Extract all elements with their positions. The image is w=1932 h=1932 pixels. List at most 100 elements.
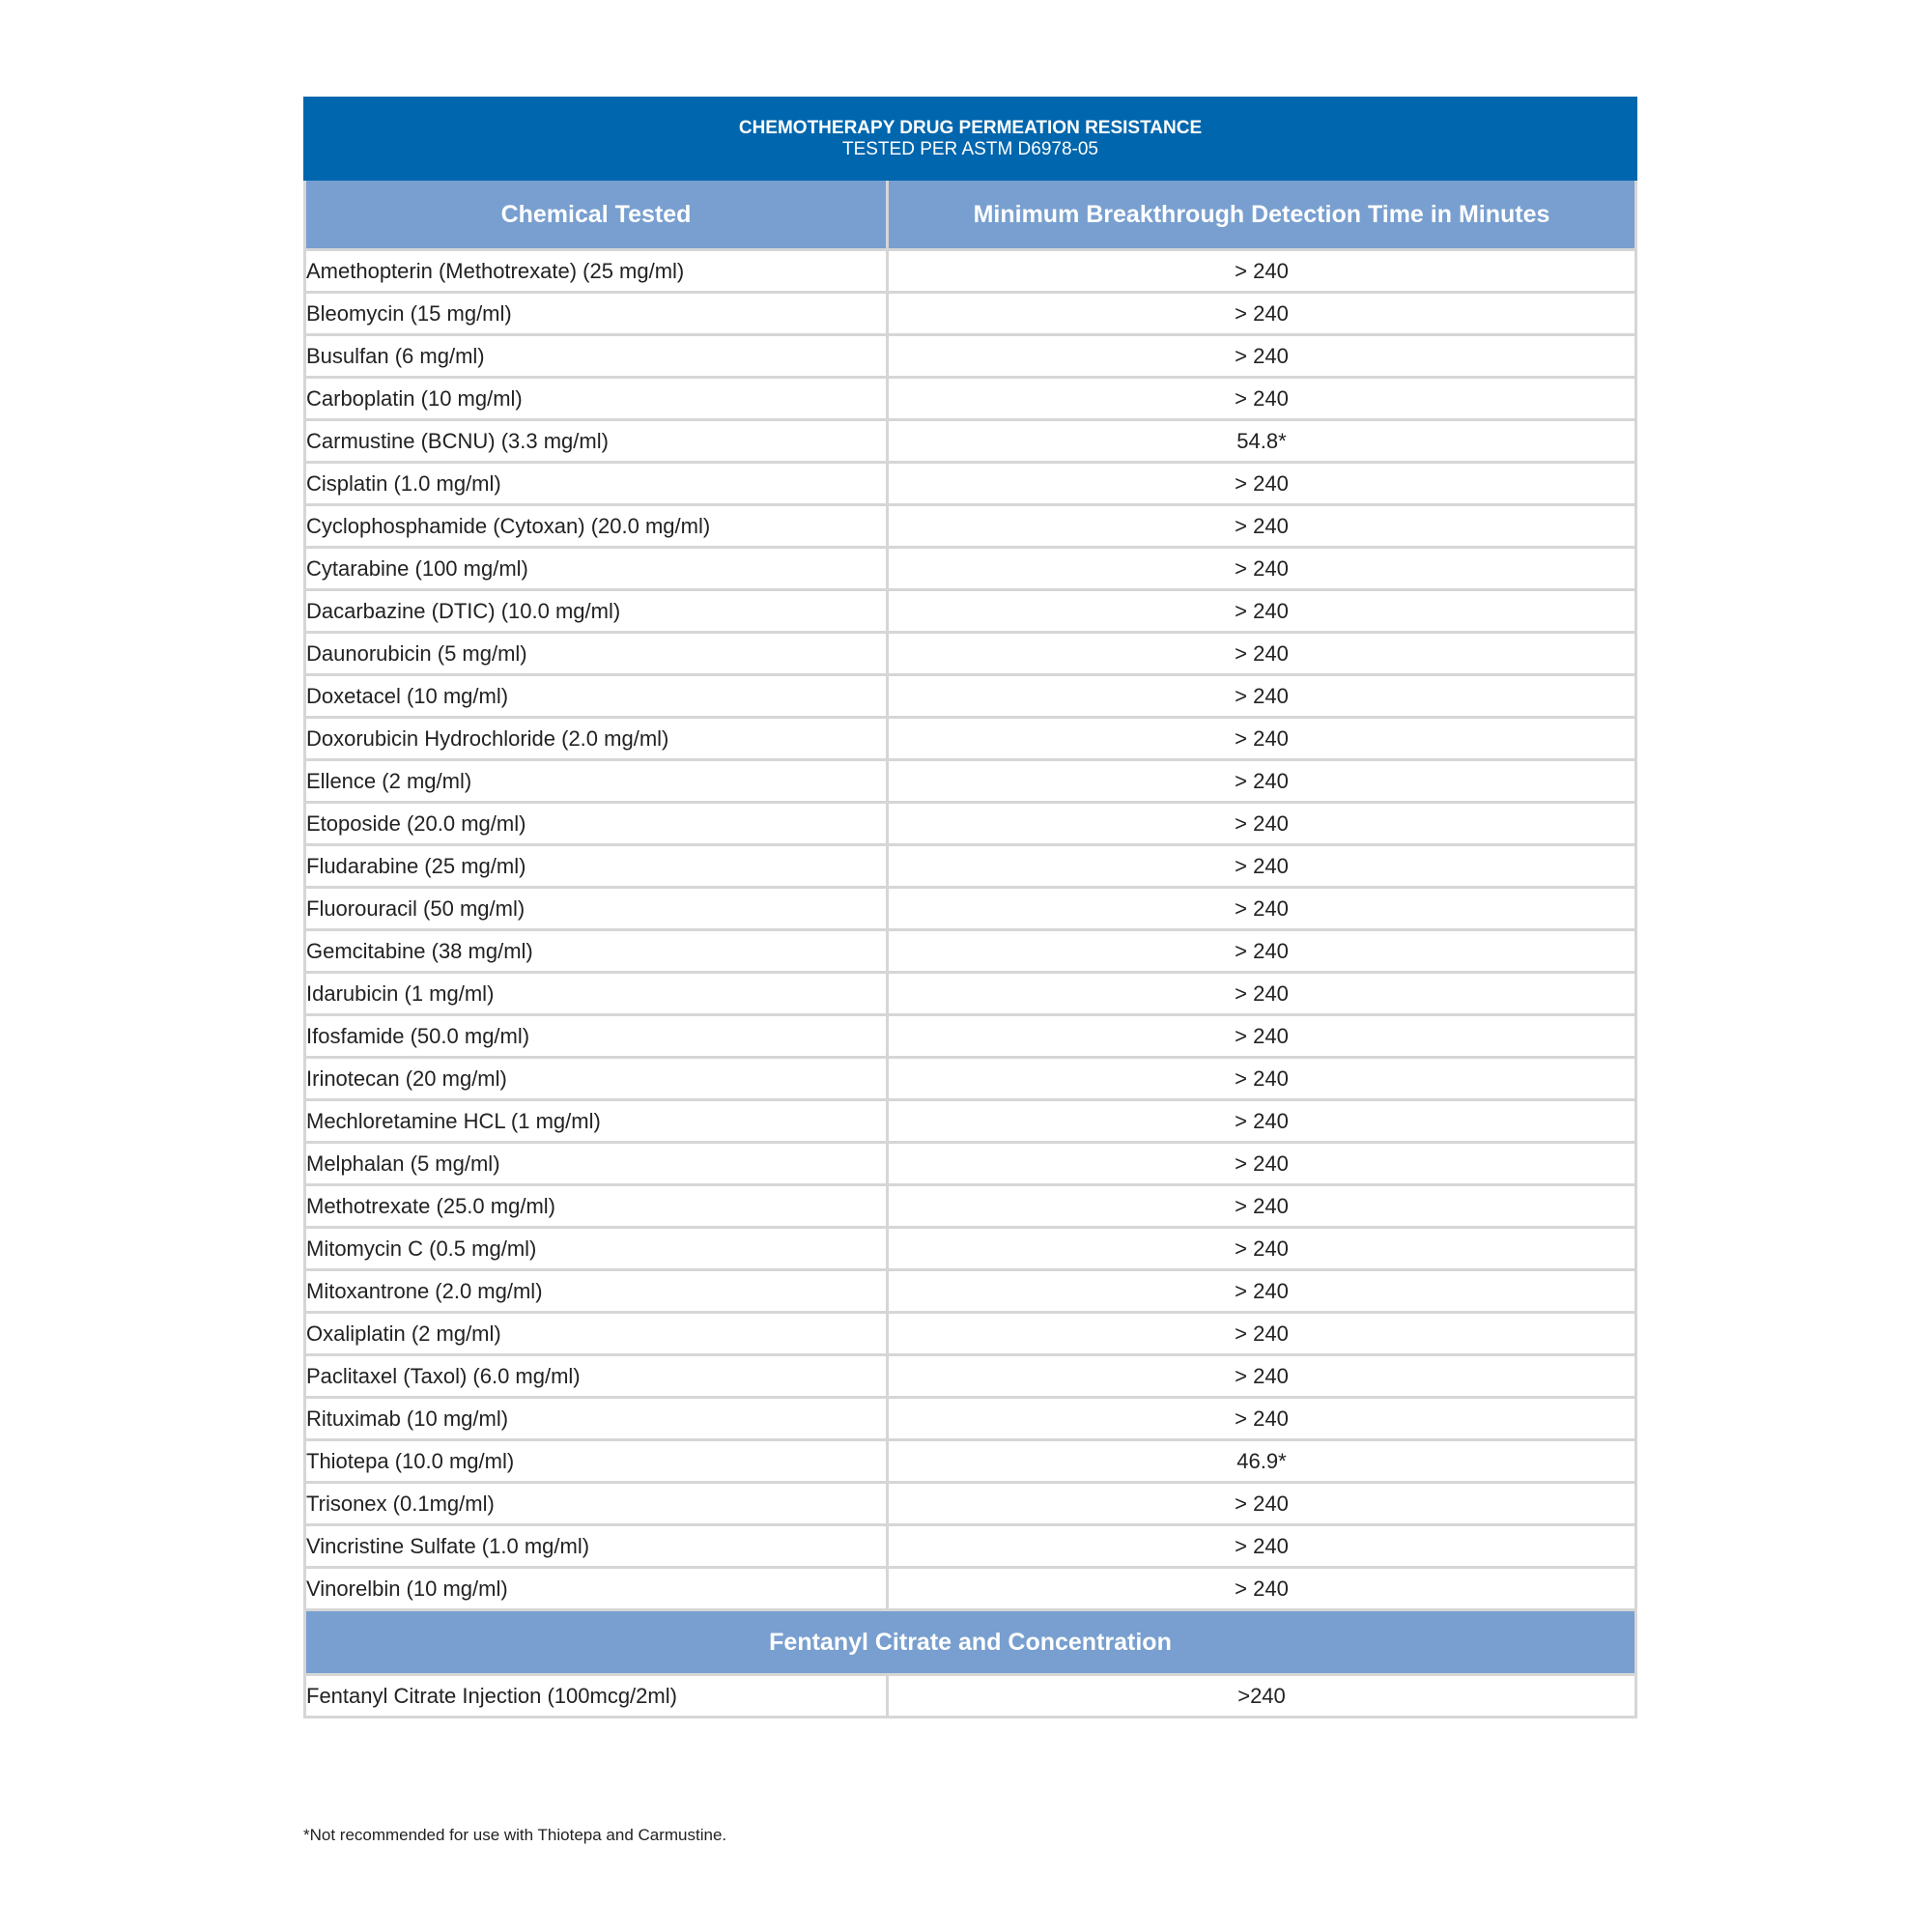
chemical-cell: Trisonex (0.1mg/ml) xyxy=(303,1481,889,1526)
chemical-cell: Methotrexate (25.0 mg/ml) xyxy=(303,1183,889,1229)
table-row: Amethopterin (Methotrexate) (25 mg/ml) > … xyxy=(303,248,1637,294)
chemical-cell: Oxaliplatin (2 mg/ml) xyxy=(303,1311,889,1356)
breakthrough-time-cell: > 240 xyxy=(886,1396,1637,1441)
chemical-cell: Thiotepa (10.0 mg/ml) xyxy=(303,1438,889,1484)
breakthrough-time-cell: > 240 xyxy=(886,333,1637,379)
table-row: Fluorouracil (50 mg/ml) > 240 xyxy=(303,886,1637,931)
breakthrough-time-cell: > 240 xyxy=(886,461,1637,506)
table-row: Gemcitabine (38 mg/ml) > 240 xyxy=(303,928,1637,974)
breakthrough-time-cell: > 240 xyxy=(886,801,1637,846)
breakthrough-time-cell: 46.9* xyxy=(886,1438,1637,1484)
chemical-cell: Carmustine (BCNU) (3.3 mg/ml) xyxy=(303,418,889,464)
chemical-cell: Bleomycin (15 mg/ml) xyxy=(303,291,889,336)
section-header-fentanyl: Fentanyl Citrate and Concentration xyxy=(303,1608,1637,1676)
table-row: Idarubicin (1 mg/ml) > 240 xyxy=(303,971,1637,1016)
table-row: Oxaliplatin (2 mg/ml) > 240 xyxy=(303,1311,1637,1356)
chemical-cell: Doxetacel (10 mg/ml) xyxy=(303,673,889,719)
table-row: Paclitaxel (Taxol) (6.0 mg/ml) > 240 xyxy=(303,1353,1637,1399)
table-row: Vinorelbin (10 mg/ml) > 240 xyxy=(303,1566,1637,1611)
breakthrough-time-cell: > 240 xyxy=(886,1566,1637,1611)
table-row: Doxetacel (10 mg/ml) > 240 xyxy=(303,673,1637,719)
chemical-cell: Ifosfamide (50.0 mg/ml) xyxy=(303,1013,889,1059)
breakthrough-time-cell: > 240 xyxy=(886,886,1637,931)
table-row: Daunorubicin (5 mg/ml) > 240 xyxy=(303,631,1637,676)
breakthrough-time-cell: > 240 xyxy=(886,588,1637,634)
breakthrough-time-cell: > 240 xyxy=(886,971,1637,1016)
breakthrough-time-cell: > 240 xyxy=(886,1056,1637,1101)
chemical-cell: Carboplatin (10 mg/ml) xyxy=(303,376,889,421)
breakthrough-time-cell: > 240 xyxy=(886,1183,1637,1229)
chemical-cell: Idarubicin (1 mg/ml) xyxy=(303,971,889,1016)
breakthrough-time-cell: > 240 xyxy=(886,1311,1637,1356)
chemical-cell: Doxorubicin Hydrochloride (2.0 mg/ml) xyxy=(303,716,889,761)
breakthrough-time-cell: > 240 xyxy=(886,376,1637,421)
table-row: Carboplatin (10 mg/ml) > 240 xyxy=(303,376,1637,421)
table-row: Melphalan (5 mg/ml) > 240 xyxy=(303,1141,1637,1186)
table-row: Trisonex (0.1mg/ml) > 240 xyxy=(303,1481,1637,1526)
breakthrough-time-cell: > 240 xyxy=(886,1268,1637,1314)
breakthrough-time-cell: > 240 xyxy=(886,716,1637,761)
breakthrough-time-cell: > 240 xyxy=(886,291,1637,336)
table-title: CHEMOTHERAPY DRUG PERMEATION RESISTANCE … xyxy=(303,97,1637,181)
table-row: Doxorubicin Hydrochloride (2.0 mg/ml) > 2… xyxy=(303,716,1637,761)
breakthrough-time-cell: > 240 xyxy=(886,758,1637,804)
table-row: Mechloretamine HCL (1 mg/ml) > 240 xyxy=(303,1098,1637,1144)
table-row: Fentanyl Citrate Injection (100mcg/2ml) >… xyxy=(303,1673,1637,1719)
chemical-cell: Dacarbazine (DTIC) (10.0 mg/ml) xyxy=(303,588,889,634)
chemical-cell: Daunorubicin (5 mg/ml) xyxy=(303,631,889,676)
chemical-cell: Cyclophosphamide (Cytoxan) (20.0 mg/ml) xyxy=(303,503,889,549)
table-row: Thiotepa (10.0 mg/ml) 46.9* xyxy=(303,1438,1637,1484)
chemical-cell: Gemcitabine (38 mg/ml) xyxy=(303,928,889,974)
table-row: Mitoxantrone (2.0 mg/ml) > 240 xyxy=(303,1268,1637,1314)
breakthrough-time-cell: > 240 xyxy=(886,1098,1637,1144)
permeation-table: CHEMOTHERAPY DRUG PERMEATION RESISTANCE … xyxy=(303,97,1637,1719)
breakthrough-time-cell: > 240 xyxy=(886,631,1637,676)
table-row: Ellence (2 mg/ml) > 240 xyxy=(303,758,1637,804)
table-row: Vincristine Sulfate (1.0 mg/ml) > 240 xyxy=(303,1523,1637,1569)
table-row: Irinotecan (20 mg/ml) > 240 xyxy=(303,1056,1637,1101)
chemical-cell: Vincristine Sulfate (1.0 mg/ml) xyxy=(303,1523,889,1569)
table-row: Cyclophosphamide (Cytoxan) (20.0 mg/ml) >… xyxy=(303,503,1637,549)
table-row: Bleomycin (15 mg/ml) > 240 xyxy=(303,291,1637,336)
table-row: Etoposide (20.0 mg/ml) > 240 xyxy=(303,801,1637,846)
breakthrough-time-cell: > 240 xyxy=(886,1523,1637,1569)
breakthrough-time-cell: > 240 xyxy=(886,546,1637,591)
chemical-cell: Irinotecan (20 mg/ml) xyxy=(303,1056,889,1101)
chemical-cell: Mitoxantrone (2.0 mg/ml) xyxy=(303,1268,889,1314)
chemical-cell: Cisplatin (1.0 mg/ml) xyxy=(303,461,889,506)
breakthrough-time-cell: > 240 xyxy=(886,1141,1637,1186)
breakthrough-time-cell: > 240 xyxy=(886,1353,1637,1399)
chemical-cell: Vinorelbin (10 mg/ml) xyxy=(303,1566,889,1611)
table-row: Dacarbazine (DTIC) (10.0 mg/ml) > 240 xyxy=(303,588,1637,634)
chemical-cell: Busulfan (6 mg/ml) xyxy=(303,333,889,379)
breakthrough-time-cell: > 240 xyxy=(886,1481,1637,1526)
chemical-cell: Amethopterin (Methotrexate) (25 mg/ml) xyxy=(303,248,889,294)
table-row: Fludarabine (25 mg/ml) > 240 xyxy=(303,843,1637,889)
chemical-cell: Ellence (2 mg/ml) xyxy=(303,758,889,804)
column-header-time: Minimum Breakthrough Detection Time in M… xyxy=(886,178,1637,251)
table-row: Cytarabine (100 mg/ml) > 240 xyxy=(303,546,1637,591)
chemical-cell: Melphalan (5 mg/ml) xyxy=(303,1141,889,1186)
table-row: Carmustine (BCNU) (3.3 mg/ml) 54.8* xyxy=(303,418,1637,464)
breakthrough-time-cell: >240 xyxy=(886,1673,1637,1719)
breakthrough-time-cell: > 240 xyxy=(886,843,1637,889)
table-row: Cisplatin (1.0 mg/ml) > 240 xyxy=(303,461,1637,506)
breakthrough-time-cell: > 240 xyxy=(886,503,1637,549)
chemical-cell: Paclitaxel (Taxol) (6.0 mg/ml) xyxy=(303,1353,889,1399)
table-row: Rituximab (10 mg/ml) > 240 xyxy=(303,1396,1637,1441)
breakthrough-time-cell: > 240 xyxy=(886,1013,1637,1059)
title-text: CHEMOTHERAPY DRUG PERMEATION RESISTANCE xyxy=(738,117,1203,138)
subtitle-text: TESTED PER ASTM D6978-05 xyxy=(841,138,1099,159)
chemical-cell: Fludarabine (25 mg/ml) xyxy=(303,843,889,889)
table-row: Ifosfamide (50.0 mg/ml) > 240 xyxy=(303,1013,1637,1059)
breakthrough-time-cell: > 240 xyxy=(886,928,1637,974)
column-header-chemical: Chemical Tested xyxy=(303,178,889,251)
chemical-cell: Cytarabine (100 mg/ml) xyxy=(303,546,889,591)
chemical-cell: Etoposide (20.0 mg/ml) xyxy=(303,801,889,846)
table-row: Mitomycin C (0.5 mg/ml) > 240 xyxy=(303,1226,1637,1271)
chemical-cell: Mitomycin C (0.5 mg/ml) xyxy=(303,1226,889,1271)
chemical-cell: Fentanyl Citrate Injection (100mcg/2ml) xyxy=(303,1673,889,1719)
chemical-cell: Mechloretamine HCL (1 mg/ml) xyxy=(303,1098,889,1144)
breakthrough-time-cell: > 240 xyxy=(886,673,1637,719)
breakthrough-time-cell: 54.8* xyxy=(886,418,1637,464)
